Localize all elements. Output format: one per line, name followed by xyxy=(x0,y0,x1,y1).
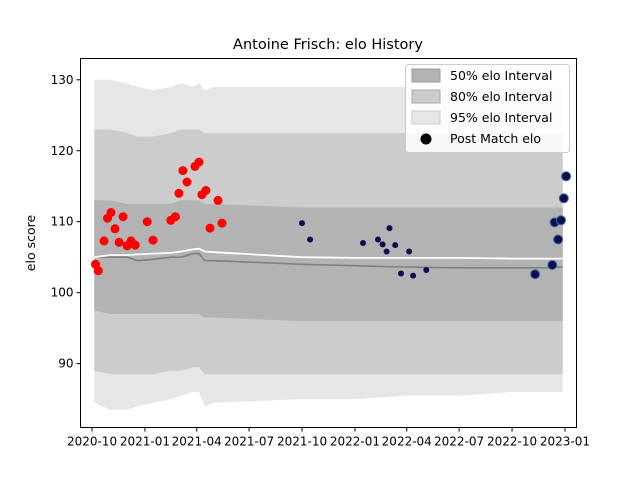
elo-point xyxy=(556,215,566,226)
legend-frame xyxy=(405,64,570,153)
elo-point xyxy=(410,272,417,279)
elo-point xyxy=(398,270,404,277)
legend-label-post-match: Post Match elo xyxy=(450,131,541,146)
elo-point xyxy=(299,220,305,227)
elo-point xyxy=(423,267,430,273)
x-tick-label: 2021-10 xyxy=(277,435,327,449)
legend: 50% elo Interval 80% elo Interval 95% el… xyxy=(405,64,570,153)
elo-point xyxy=(93,266,103,276)
elo-point xyxy=(170,212,180,222)
x-tick-label: 2022-10 xyxy=(487,435,537,449)
x-tick-label: 2022-01 xyxy=(330,435,380,449)
elo-point xyxy=(194,157,204,167)
elo-point xyxy=(178,166,188,176)
x-tick-label: 2022-04 xyxy=(382,435,432,449)
elo-point xyxy=(213,195,223,205)
mean-lines xyxy=(94,247,563,269)
elo-point xyxy=(118,212,128,222)
legend-swatch-95 xyxy=(411,110,441,125)
legend-marker-post-match xyxy=(420,133,432,145)
elo-point xyxy=(530,269,541,280)
elo-point xyxy=(106,208,116,217)
elo-point xyxy=(383,248,390,255)
elo-point xyxy=(561,171,572,182)
interval-bands xyxy=(94,79,563,410)
elo-point xyxy=(360,240,366,246)
elo-point xyxy=(201,186,211,195)
y-tick-label: 90 xyxy=(58,357,73,371)
elo-point xyxy=(110,224,120,234)
x-axis: 2020-10 2021-01 2021-04 2021-07 2021-10 2022-… xyxy=(67,427,590,449)
elo-point xyxy=(130,240,140,250)
y-tick-label: 110 xyxy=(51,215,74,229)
x-tick-label: 2023-01 xyxy=(540,435,590,449)
x-tick-label: 2021-01 xyxy=(120,435,170,449)
x-tick-label: 2021-04 xyxy=(172,435,222,449)
chart-title: Antoine Frisch: elo History xyxy=(233,37,423,53)
band-50 xyxy=(94,200,563,322)
legend-swatch-50 xyxy=(411,68,441,83)
legend-label-95: 95% elo Interval xyxy=(450,110,552,125)
elo-point xyxy=(558,193,569,204)
elo-point xyxy=(553,234,564,245)
legend-label-50: 50% elo Interval xyxy=(450,68,552,83)
x-tick-label: 2020-10 xyxy=(67,435,117,449)
legend-label-80: 80% elo Interval xyxy=(450,89,552,104)
elo-point xyxy=(205,223,215,233)
x-tick-label: 2022-07 xyxy=(434,435,484,449)
elo-point xyxy=(386,225,393,232)
elo-point xyxy=(406,248,413,255)
y-axis-label: elo score xyxy=(23,215,38,272)
post-match-points xyxy=(91,157,572,280)
elo-point xyxy=(375,236,381,243)
plot-frame xyxy=(80,58,577,428)
elo-point xyxy=(547,260,558,270)
y-tick-label: 130 xyxy=(51,73,74,87)
elo-point xyxy=(379,241,386,248)
x-tick-label: 2021-07 xyxy=(224,435,274,449)
elo-point xyxy=(217,218,227,228)
y-tick-label: 100 xyxy=(51,286,74,300)
elo-point xyxy=(148,235,158,245)
legend-swatch-80 xyxy=(411,89,441,104)
elo-point xyxy=(142,217,152,227)
y-tick-label: 120 xyxy=(51,144,74,158)
mean-line xyxy=(94,252,563,269)
elo-point xyxy=(392,242,399,249)
elo-point xyxy=(174,188,184,198)
expected-line xyxy=(94,247,563,260)
elo-point xyxy=(99,236,109,246)
elo-point xyxy=(307,236,314,243)
y-axis: 90 100 110 120 130 xyxy=(51,73,81,371)
elo-point xyxy=(114,237,124,247)
elo-point xyxy=(182,177,192,187)
